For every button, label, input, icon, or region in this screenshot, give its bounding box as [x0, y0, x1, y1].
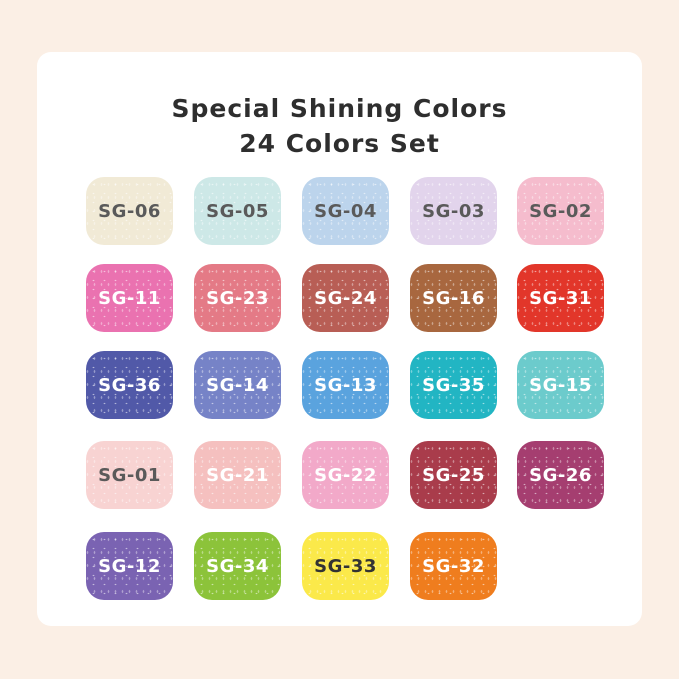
- color-swatch: SG-32: [410, 532, 497, 600]
- color-swatch: SG-03: [410, 177, 497, 245]
- color-swatch: SG-23: [194, 264, 281, 332]
- color-swatch: SG-12: [86, 532, 173, 600]
- color-chart-card: [37, 52, 642, 626]
- swatch-code: SG-15: [529, 374, 592, 396]
- swatch-code: SG-03: [422, 200, 485, 222]
- color-swatch: SG-24: [302, 264, 389, 332]
- swatch-code: SG-22: [314, 464, 377, 486]
- title-line-2: 24 Colors Set: [239, 129, 440, 158]
- swatch-code: SG-31: [529, 287, 592, 309]
- color-swatch: SG-11: [86, 264, 173, 332]
- color-swatch: SG-36: [86, 351, 173, 419]
- color-swatch: SG-21: [194, 441, 281, 509]
- swatch-code: SG-21: [206, 464, 269, 486]
- swatch-code: SG-24: [314, 287, 377, 309]
- color-swatch: SG-06: [86, 177, 173, 245]
- color-swatch: SG-25: [410, 441, 497, 509]
- swatch-code: SG-04: [314, 200, 377, 222]
- title-line-1: Special Shining Colors: [171, 94, 508, 123]
- color-swatch: SG-02: [517, 177, 604, 245]
- swatch-code: SG-13: [314, 374, 377, 396]
- color-swatch: SG-14: [194, 351, 281, 419]
- swatch-code: SG-11: [98, 287, 161, 309]
- swatch-code: SG-14: [206, 374, 269, 396]
- swatch-code: SG-05: [206, 200, 269, 222]
- color-swatch: SG-35: [410, 351, 497, 419]
- color-swatch: SG-04: [302, 177, 389, 245]
- color-swatch: SG-15: [517, 351, 604, 419]
- swatch-code: SG-02: [529, 200, 592, 222]
- color-swatch: SG-01: [86, 441, 173, 509]
- color-swatch: SG-05: [194, 177, 281, 245]
- color-swatch: SG-22: [302, 441, 389, 509]
- color-swatch: SG-33: [302, 532, 389, 600]
- color-swatch: SG-31: [517, 264, 604, 332]
- swatch-code: SG-26: [529, 464, 592, 486]
- swatch-code: SG-33: [314, 555, 377, 577]
- color-swatch: SG-13: [302, 351, 389, 419]
- color-swatch: SG-34: [194, 532, 281, 600]
- color-swatch: SG-16: [410, 264, 497, 332]
- swatch-code: SG-25: [422, 464, 485, 486]
- swatch-code: SG-16: [422, 287, 485, 309]
- swatch-code: SG-34: [206, 555, 269, 577]
- swatch-code: SG-36: [98, 374, 161, 396]
- swatch-code: SG-06: [98, 200, 161, 222]
- swatch-code: SG-32: [422, 555, 485, 577]
- color-swatch: SG-26: [517, 441, 604, 509]
- swatch-code: SG-01: [98, 464, 161, 486]
- swatch-code: SG-23: [206, 287, 269, 309]
- swatch-code: SG-12: [98, 555, 161, 577]
- swatch-code: SG-35: [422, 374, 485, 396]
